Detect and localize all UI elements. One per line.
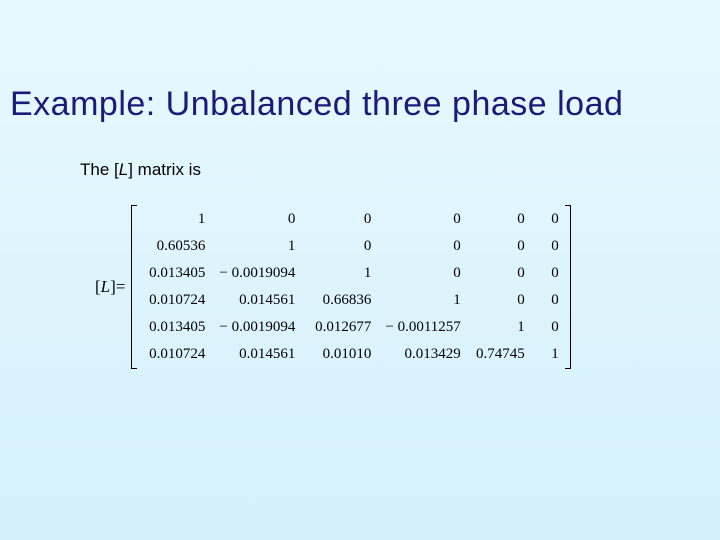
matrix-grid: 1000000.60536100000.013405− 0.0019094100… xyxy=(141,205,560,369)
lhs-var: L xyxy=(101,277,110,296)
matrix-lhs: [L]= xyxy=(95,277,125,297)
matrix-cell: 0 xyxy=(475,292,525,309)
matrix-cell: − 0.0019094 xyxy=(219,265,295,282)
matrix-cell: 0.012677 xyxy=(309,319,371,336)
matrix-equation: [L]= 1000000.60536100000.013405− 0.00190… xyxy=(95,205,571,369)
matrix-cell: 0 xyxy=(475,211,525,228)
matrix-cell: 0 xyxy=(475,265,525,282)
matrix-cell: 0 xyxy=(539,319,559,336)
matrix-cell: 0 xyxy=(309,211,371,228)
slide-title: Example: Unbalanced three phase load xyxy=(10,85,623,124)
matrix-left-bracket xyxy=(131,205,137,369)
matrix-cell: 0 xyxy=(219,211,295,228)
matrix-cell: 1 xyxy=(385,292,460,309)
matrix-cell: 0 xyxy=(539,211,559,228)
matrix-cell: 0 xyxy=(385,265,460,282)
subtitle-var: L xyxy=(119,160,128,179)
subtitle: The [L] matrix is xyxy=(80,160,201,180)
matrix-cell: 1 xyxy=(309,265,371,282)
matrix-cell: 0.014561 xyxy=(219,346,295,363)
subtitle-prefix: The [ xyxy=(80,160,119,179)
matrix-cell: 1 xyxy=(475,319,525,336)
matrix-cell: 0.010724 xyxy=(143,292,205,309)
matrix-cell: − 0.0019094 xyxy=(219,319,295,336)
matrix-cell: 0 xyxy=(539,265,559,282)
matrix-cell: 1 xyxy=(539,346,559,363)
matrix-cell: 0.66836 xyxy=(309,292,371,309)
matrix-cell: 0.014561 xyxy=(219,292,295,309)
matrix-cell: 0.013405 xyxy=(143,265,205,282)
matrix-cell: 0 xyxy=(309,238,371,255)
matrix-cell: 1 xyxy=(219,238,295,255)
matrix-cell: 1 xyxy=(143,211,205,228)
matrix-cell: 0 xyxy=(539,292,559,309)
matrix-cell: 0 xyxy=(475,238,525,255)
matrix-cell: 0.60536 xyxy=(143,238,205,255)
matrix-cell: 0.013405 xyxy=(143,319,205,336)
matrix-right-bracket xyxy=(565,205,571,369)
lhs-equals: = xyxy=(116,277,126,296)
matrix-cell: 0.013429 xyxy=(385,346,460,363)
matrix-cell: 0.010724 xyxy=(143,346,205,363)
matrix-cell: 0 xyxy=(385,238,460,255)
matrix-cell: 0 xyxy=(539,238,559,255)
subtitle-suffix: ] matrix is xyxy=(128,160,201,179)
matrix-cell: 0.74745 xyxy=(475,346,525,363)
matrix-cell: 0.01010 xyxy=(309,346,371,363)
matrix-cell: − 0.0011257 xyxy=(385,319,460,336)
matrix-cell: 0 xyxy=(385,211,460,228)
